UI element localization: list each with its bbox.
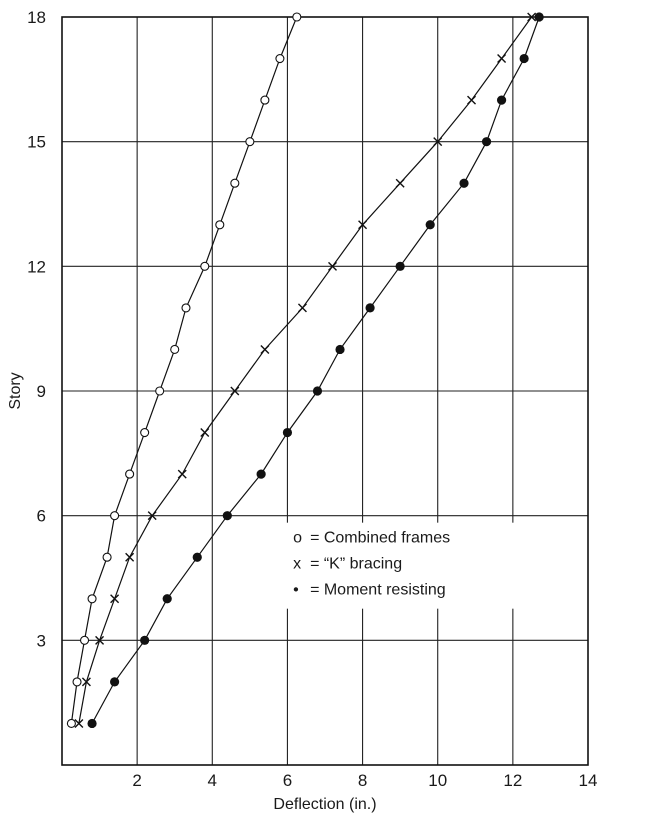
data-point-filled-circle [481,137,492,147]
data-point-open-circle [275,54,285,64]
x-tick-label: 8 [358,771,367,790]
y-tick-label: 15 [27,133,46,152]
data-point-filled-circle [496,95,507,105]
data-point-open-circle [181,303,191,313]
data-point-x-marker [177,469,187,479]
data-point-open-circle [215,220,225,230]
data-point-x-marker [467,95,477,105]
data-point-x-marker [95,635,105,645]
data-point-open-circle [200,261,210,271]
data-point-filled-circle [534,12,544,22]
data-point-x-marker [260,344,270,354]
data-point-open-circle [260,95,270,105]
series-line-combined-frames [70,16,298,724]
series-line-k-bracing [78,16,533,724]
legend-label-k-bracing: = “K” bracing [310,556,402,573]
data-point-x-marker [358,220,368,230]
data-point-open-circle [170,344,180,354]
data-point-open-circle [87,594,97,604]
data-point-open-circle [102,552,112,562]
data-point-filled-circle [140,635,150,645]
data-point-filled-circle [519,53,529,64]
x-tick-label: 10 [428,771,447,790]
tick-labels: 2 4 6 8 10 12 14 3 6 9 12 15 18 [27,8,597,790]
y-tick-label: 3 [37,631,46,650]
data-point-filled-circle [365,303,375,313]
data-point-open-circle [140,428,150,438]
data-point-x-marker [147,511,157,521]
data-point-x-marker [125,552,135,562]
x-tick-label: 14 [579,771,598,790]
data-point-filled-circle [395,261,405,271]
legend-symbol-combined-frames: o [293,530,302,547]
data-point-open-circle [245,137,255,147]
data-point-filled-circle [256,469,266,479]
data-point-x-marker [395,178,405,188]
series-k-bracing [74,12,537,728]
data-point-x-marker [328,261,338,271]
y-tick-label: 12 [27,257,46,276]
legend-symbol-moment-resisting: • [293,582,299,599]
data-point-filled-circle [110,677,120,687]
x-tick-label: 2 [132,771,141,790]
data-point-filled-circle [459,178,469,188]
legend-label-moment-resisting: = Moment resisting [310,582,446,599]
data-point-x-marker [297,303,307,313]
data-point-x-marker [230,386,240,396]
y-tick-label: 6 [37,507,46,526]
legend-symbol-k-bracing: x [293,556,301,573]
data-point-filled-circle [192,552,202,562]
x-axis-label: Deflection (in.) [273,796,376,813]
data-point-filled-circle [425,220,435,230]
x-tick-label: 12 [503,771,522,790]
series-combined-frames [66,12,302,728]
y-tick-label: 9 [37,382,46,401]
data-point-x-marker [527,12,537,22]
data-point-x-marker [433,137,443,147]
x-tick-label: 4 [208,771,217,790]
series-line-moment-resisting [91,16,540,724]
legend-background [285,522,526,609]
data-point-open-circle [125,469,135,479]
x-tick-label: 6 [283,771,292,790]
data-point-open-circle [110,511,120,521]
data-point-open-circle [79,635,90,645]
legend: o = Combined frames x = “K” bracing • = … [285,522,526,609]
legend-label-combined-frames: = Combined frames [310,530,450,547]
y-tick-label: 18 [27,8,46,27]
data-point-x-marker [110,594,120,604]
data-point-filled-circle [282,427,293,438]
data-point-filled-circle [87,718,97,729]
data-point-filled-circle [222,511,232,521]
data-point-filled-circle [312,386,323,396]
plot-frame [61,16,589,766]
data-point-open-circle [72,677,82,687]
data-point-x-marker [200,428,210,438]
grid-lines [62,17,588,765]
data-point-x-marker [81,677,91,687]
data-point-open-circle [292,12,302,22]
data-point-open-circle [230,178,240,188]
data-point-x-marker [74,718,84,728]
data-point-filled-circle [162,594,172,604]
y-axis-label: Story [7,372,24,409]
series-moment-resisting [87,12,544,729]
data-point-x-marker [497,54,507,64]
series-layer [66,12,544,729]
data-point-filled-circle [335,344,345,355]
data-point-open-circle [66,718,76,728]
data-point-open-circle [155,386,165,396]
